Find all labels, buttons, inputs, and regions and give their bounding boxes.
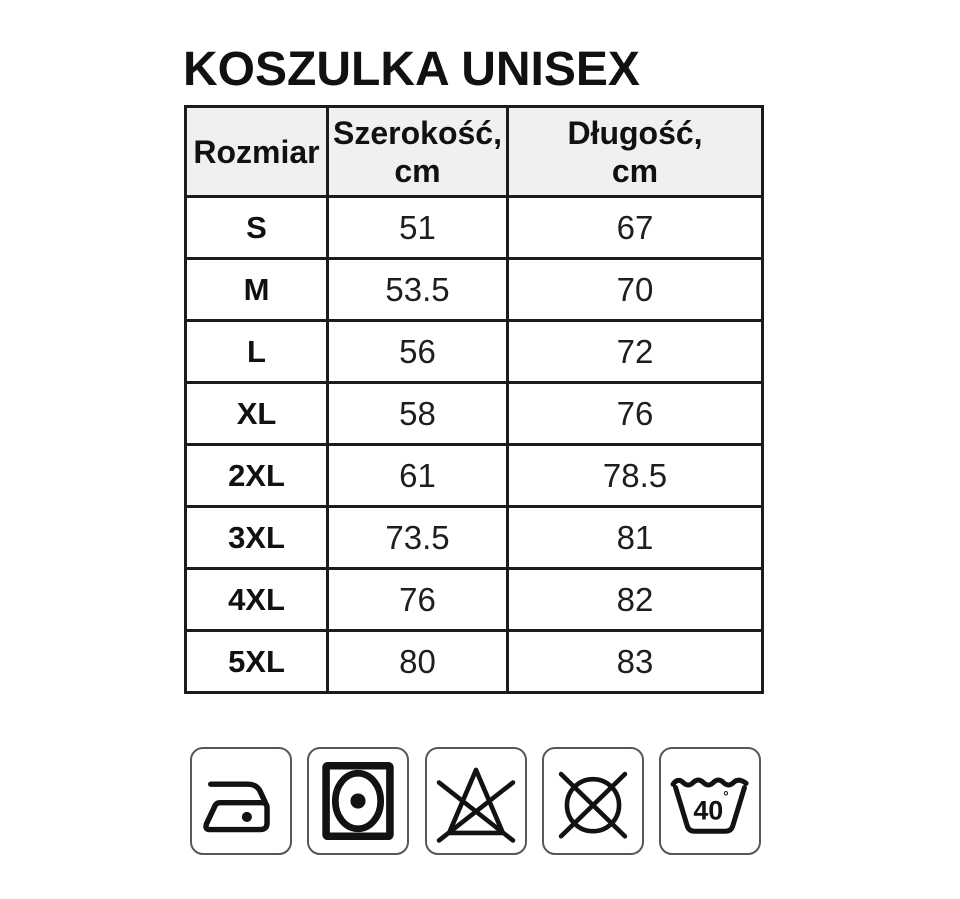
length-cell: 81 (506, 505, 764, 570)
width-cell: 80 (326, 629, 509, 694)
care-box-tumble-dry (307, 747, 410, 855)
header-label: Długość, (567, 114, 703, 151)
width-cell: 56 (326, 319, 509, 384)
care-box-do-not-bleach (424, 747, 527, 855)
width-cell: 53.5 (326, 257, 509, 322)
do-not-bleach-icon (436, 767, 515, 843)
width-cell: 58 (326, 381, 509, 446)
size-cell: 4XL (184, 567, 329, 632)
wash-40-degrees-icon: 40 ° (670, 777, 749, 834)
header-row: Rozmiar Szerokość, cm Długość, cm (184, 105, 764, 198)
header-unit: cm (394, 152, 441, 189)
table-row: M 53.5 70 (184, 257, 764, 322)
table-row: 3XL 73.5 81 (184, 505, 764, 570)
length-cell: 67 (506, 195, 764, 260)
length-cell: 82 (506, 567, 764, 632)
size-table-body: S 51 67 M 53.5 70 L 56 72 XL 58 76 2XL 61 78.5 3XL 73.5 8… (184, 195, 764, 694)
size-cell: M (184, 257, 329, 322)
header-cell-length: Długość, cm (506, 105, 764, 198)
table-row: 5XL 80 83 (184, 629, 764, 694)
care-box-iron (190, 747, 292, 855)
width-cell: 51 (326, 195, 509, 260)
header-label: Szerokość, (333, 114, 502, 151)
table-row: S 51 67 (184, 195, 764, 260)
care-box-wash-40: 40 ° (659, 747, 761, 855)
table-row: XL 58 76 (184, 381, 764, 446)
care-box-do-not-dry-clean (541, 747, 644, 855)
size-table-header: Rozmiar Szerokość, cm Długość, cm (184, 105, 764, 198)
width-cell: 73.5 (326, 505, 509, 570)
tumble-dry-icon (322, 761, 394, 841)
table-row: L 56 72 (184, 319, 764, 384)
iron-low-temperature-icon (203, 781, 270, 833)
table-row: 2XL 61 78.5 (184, 443, 764, 508)
table-row: 4XL 76 82 (184, 567, 764, 632)
do-not-dry-clean-icon (558, 771, 627, 839)
size-cell: 3XL (184, 505, 329, 570)
size-table: Rozmiar Szerokość, cm Długość, cm S 51 67 M… (184, 105, 764, 694)
header-unit: cm (611, 152, 659, 189)
header-cell-size: Rozmiar (184, 105, 329, 198)
size-cell: 2XL (184, 443, 329, 508)
length-cell: 83 (506, 629, 764, 694)
header-label: Rozmiar (193, 133, 320, 170)
width-cell: 76 (326, 567, 509, 632)
length-cell: 78.5 (506, 443, 764, 508)
size-chart-title: KOSZULKA UNISEX (183, 43, 640, 96)
length-cell: 76 (506, 381, 764, 446)
length-cell: 70 (506, 257, 764, 322)
size-chart: Rozmiar Szerokość, cm Długość, cm S 51 67 M… (184, 105, 764, 694)
size-cell: L (184, 319, 329, 384)
wash-temperature-label: 40 (693, 795, 723, 825)
width-cell: 61 (326, 443, 509, 508)
size-cell: S (184, 195, 329, 260)
size-cell: 5XL (184, 629, 329, 694)
wash-temperature-degree: ° (723, 789, 728, 804)
header-cell-width: Szerokość, cm (326, 105, 509, 198)
care-symbols-row: 40 ° (190, 747, 761, 855)
length-cell: 72 (506, 319, 764, 384)
size-cell: XL (184, 381, 329, 446)
